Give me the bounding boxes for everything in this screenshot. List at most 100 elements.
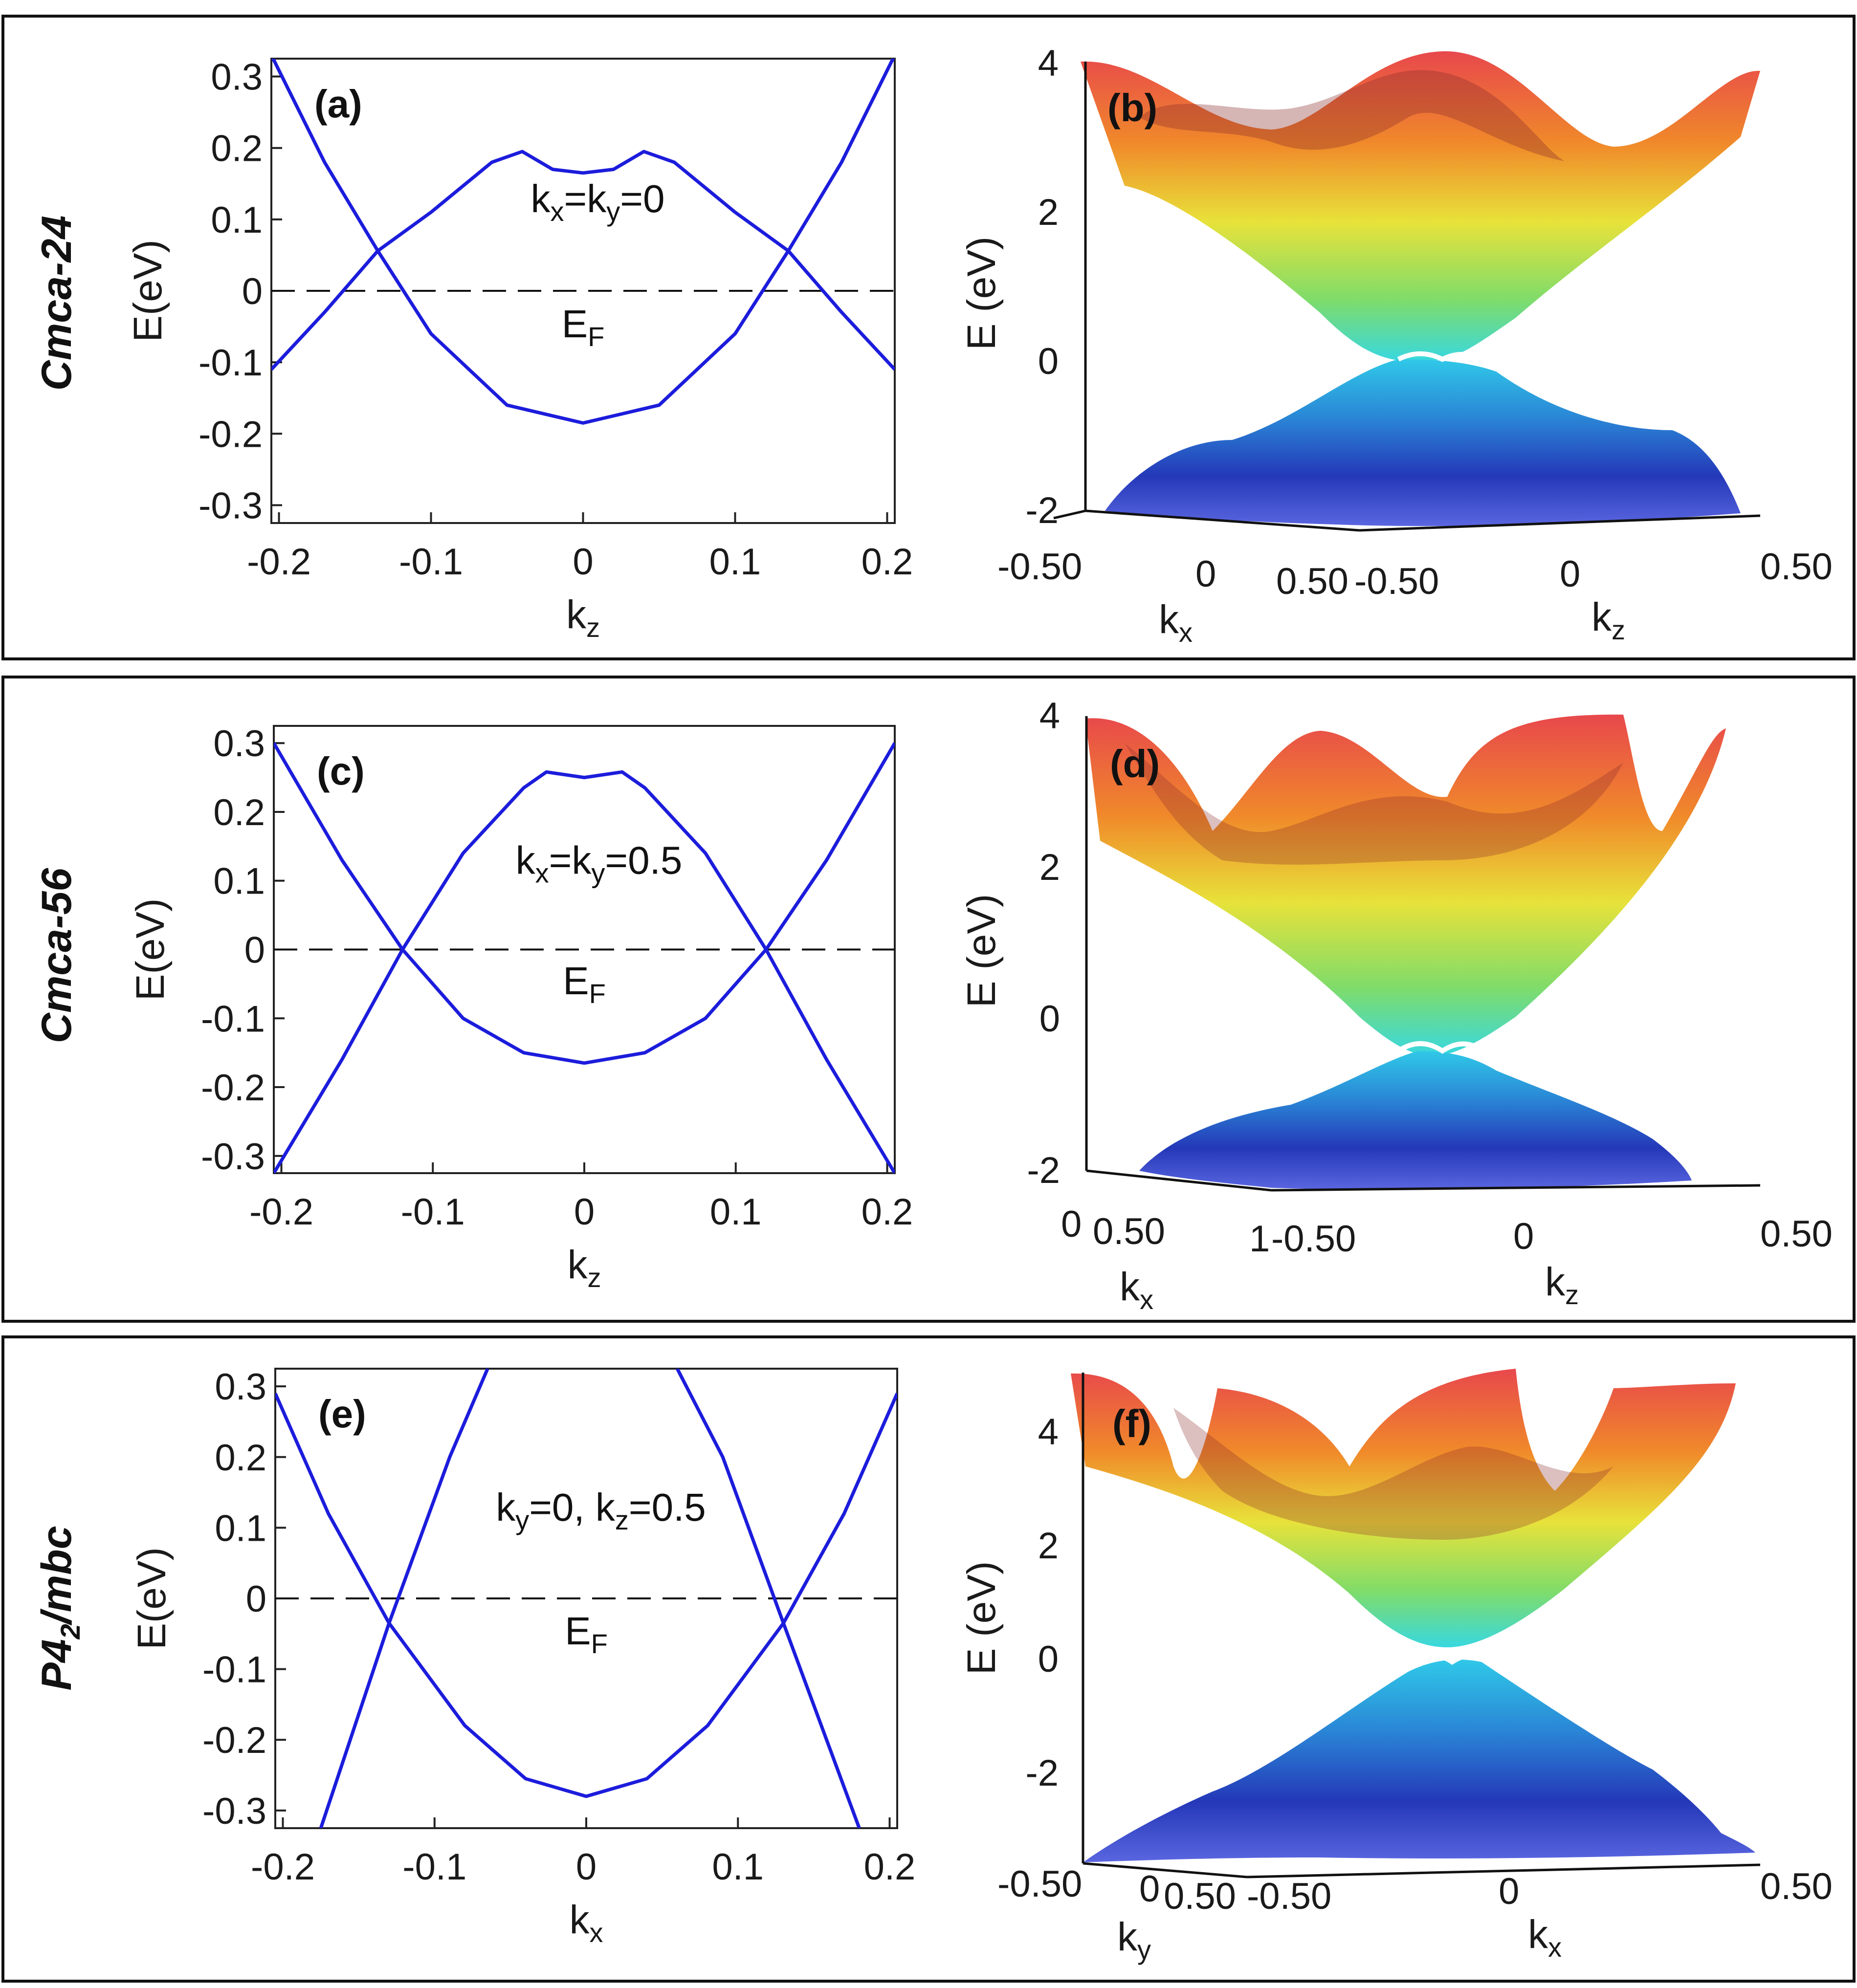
y-tick-label: -0.1 [201, 998, 265, 1040]
upper-band-shading [1125, 743, 1623, 865]
annotation-part: =0.5 [629, 1486, 706, 1529]
band-crossing-gap [1397, 1041, 1488, 1055]
x-tick-label: -0.1 [401, 1191, 465, 1233]
annotation-part: x [535, 858, 549, 889]
y-tick: 0 [1513, 1216, 1534, 1257]
z-tick: 4 [1038, 43, 1059, 84]
row-frame-1 [1, 15, 1856, 660]
k-point-annotation: ky=0, kz=0.5 [496, 1486, 706, 1535]
panel-label-b: (b) [1107, 86, 1157, 130]
k-point-annotation: kx=ky=0.5 [516, 839, 683, 889]
row-label-2: Cmca-56 [33, 868, 80, 1044]
x-axis-label: kx [1120, 1265, 1153, 1315]
z-axis-label: E (eV) [959, 1561, 1004, 1675]
fermi-level-label: EF [562, 302, 605, 352]
x-tick-label: 0 [574, 1191, 595, 1233]
annotation-part: k [531, 177, 551, 220]
band-line-1 [271, 59, 895, 371]
x-tick: 0.50 [1164, 1876, 1236, 1917]
y-tick: 0 [1560, 553, 1580, 595]
x-tick-label: -0.1 [399, 541, 463, 583]
y-tick: 0.50 [1760, 1213, 1833, 1255]
band-crossing-gap [1397, 351, 1488, 366]
x-axis-label: ky [1117, 1915, 1151, 1965]
y-tick-label: 0 [242, 271, 263, 312]
upper-band-surface [1085, 714, 1726, 1056]
z-tick: 0 [1038, 341, 1059, 382]
x-tick-label: 0.2 [862, 1191, 913, 1233]
y-tick-label: -0.2 [199, 414, 263, 455]
y-tick-label: 0 [246, 1578, 266, 1620]
x-tick-label: 0 [573, 541, 593, 583]
z-tick: 2 [1039, 847, 1060, 888]
fermi-level-label: EF [565, 1609, 608, 1659]
panel-label: (a) [314, 82, 362, 126]
x-tick: 0.50 [1276, 561, 1349, 602]
y-tick-label: -0.3 [199, 485, 263, 526]
annotation-part: z [615, 1505, 629, 1535]
z-tick: 0 [1038, 1638, 1059, 1680]
z-tick: 2 [1038, 1525, 1059, 1567]
annotation-part: =0 [620, 177, 664, 220]
y-tick: 0.50 [1760, 1866, 1833, 1907]
upper-band-shading [1139, 70, 1565, 161]
z-axis-label: E (eV) [959, 237, 1004, 350]
y-tick-label: 0.3 [213, 723, 265, 765]
surface-b-labels: (b) 4 2 0 -2 E (eV) -0.50 0 0.50 -0.50 0… [959, 43, 1833, 648]
band-line-2 [271, 59, 895, 425]
x-tick: 0 [1139, 1868, 1160, 1910]
row-label-1: Cmca-24 [33, 216, 80, 391]
y-tick-label: 0.1 [211, 199, 263, 241]
z-tick: 0 [1039, 998, 1060, 1040]
x-tick-label: -0.1 [402, 1846, 466, 1888]
y-tick: 0 [1499, 1871, 1519, 1912]
y-axis-label: kz [1545, 1260, 1579, 1310]
z-axis-label: E (eV) [959, 894, 1004, 1007]
z-tick: 4 [1038, 1411, 1059, 1453]
k-point-annotation: kx=ky=0 [531, 177, 665, 227]
annotation-part: k [496, 1486, 516, 1529]
z-tick: -2 [1027, 1150, 1060, 1191]
lower-band-surface [1139, 1051, 1692, 1190]
x-tick-label: 0.1 [710, 1191, 762, 1233]
lower-band-surface [1105, 359, 1741, 526]
y-tick-label: -0.2 [202, 1720, 266, 1761]
x-tick-label: -0.2 [251, 1846, 315, 1888]
surface-plot-f [1071, 1369, 1761, 1879]
annotation-part: y [591, 858, 605, 889]
y-tick-label: 0.1 [215, 1507, 266, 1549]
annotation-part: =0.5 [605, 839, 682, 882]
z-tick: 2 [1038, 192, 1059, 233]
y-tick-label: 0 [244, 930, 265, 971]
band-line-2 [274, 742, 895, 1173]
y-tick-label: 0.2 [213, 792, 265, 833]
upper-band-shading [1173, 1408, 1614, 1540]
annotation-part: =0, k [529, 1486, 616, 1529]
band-plot-c: -0.2 -0.1 0 0.1 0.2 -0.3 -0.2 -0.1 0 0.1 0.2 0.3 (c)… [128, 723, 913, 1293]
y-tick-label: -0.1 [202, 1649, 266, 1691]
panel-label-f: (f) [1112, 1402, 1151, 1445]
y-tick-label: 0.1 [213, 861, 265, 902]
x-tick-label: 0.2 [862, 541, 913, 583]
annotation-part: y [606, 196, 620, 227]
x-tick: 0 [1195, 553, 1216, 595]
y-axis-label: E(eV) [130, 1547, 174, 1650]
band-line-3 [675, 1369, 861, 1828]
band-plot-e: -0.2 -0.1 0 0.1 0.2 -0.3 -0.2 -0.1 0 0.1 0.2 0.3 (e)… [130, 1366, 915, 1948]
y-tick-label: 0.2 [215, 1437, 266, 1479]
annotation-part: x [551, 196, 564, 227]
band-line-2 [319, 1369, 489, 1828]
y-tick-label: -0.1 [199, 342, 263, 384]
annotation-part: k [516, 839, 536, 882]
surface-f-labels: (f) 4 2 0 -2 E (eV) -0.50 0 0.50 -0.50 0… [959, 1402, 1833, 1965]
y-tick: -0.50 [1271, 1218, 1356, 1260]
y-tick-label: 0.2 [211, 128, 263, 170]
x-axis-label: kz [568, 1243, 601, 1293]
row-frame-2 [1, 676, 1856, 1323]
y-tick-label: -0.3 [201, 1136, 265, 1178]
x-tick: -0.50 [997, 546, 1082, 588]
x-axis-label: kz [566, 592, 600, 643]
z-tick: -2 [1025, 1752, 1059, 1794]
x-tick: 0.50 [1093, 1211, 1165, 1252]
x-axis-label: kx [570, 1898, 603, 1948]
